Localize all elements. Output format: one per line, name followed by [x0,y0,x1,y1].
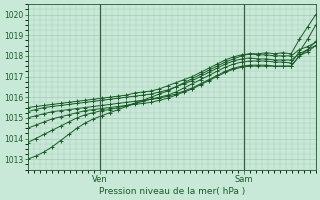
X-axis label: Pression niveau de la mer( hPa ): Pression niveau de la mer( hPa ) [99,187,245,196]
